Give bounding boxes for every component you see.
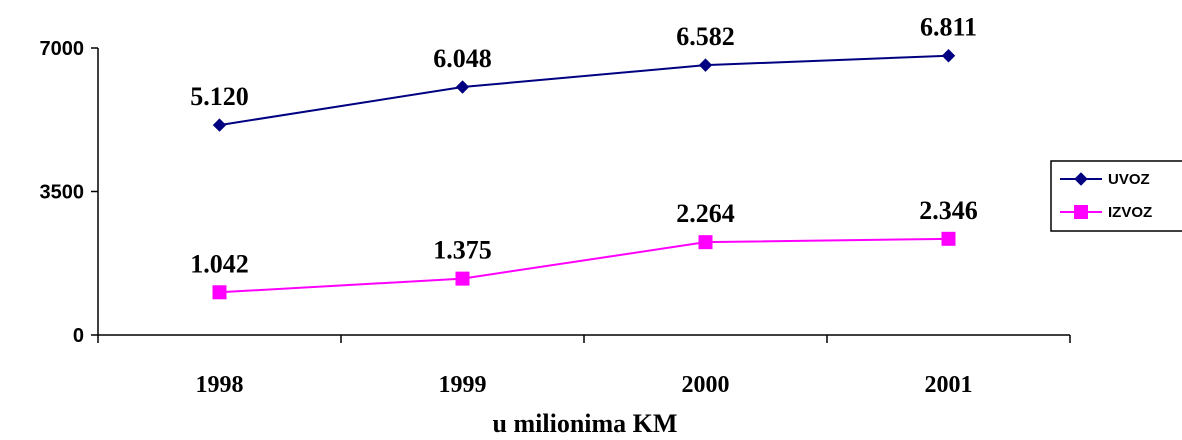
- data-point: [698, 235, 713, 250]
- x-tick-label: 2001: [925, 372, 973, 398]
- data-label: 6.811: [920, 13, 977, 42]
- series-line: [219, 54, 949, 127]
- data-point: [941, 49, 956, 63]
- y-tick-label: 3500: [40, 182, 85, 204]
- data-point: [1074, 205, 1088, 219]
- series-group: 5.120 6.048 6.582 6.811 1.042 1.375 2.264 2.346: [190, 13, 978, 300]
- legend: UVOZ IZVOZ: [1050, 160, 1182, 232]
- data-label: 6.582: [676, 22, 735, 51]
- data-label: 2.346: [919, 196, 978, 225]
- data-label: 5.120: [190, 82, 249, 111]
- y-tick-label: 0: [73, 325, 84, 347]
- data-point: [212, 285, 227, 300]
- x-axis-title: u milionima KM: [493, 409, 678, 438]
- legend-entry: IZVOZ: [1060, 204, 1152, 221]
- series-izvoz: 1.042 1.375 2.264 2.346: [190, 196, 978, 300]
- legend-box: [1050, 160, 1182, 232]
- data-label: 6.048: [433, 44, 492, 73]
- data-point: [1074, 172, 1088, 186]
- axes: 0 3500 7000 1998 1999 2000 2001: [40, 38, 1071, 398]
- x-tick-label: 1998: [196, 372, 244, 398]
- series-uvoz: 5.120 6.048 6.582 6.811: [190, 13, 977, 132]
- data-point: [455, 80, 470, 94]
- data-label: 2.264: [676, 199, 735, 228]
- y-tick-label: 7000: [40, 38, 85, 60]
- data-point: [698, 58, 713, 72]
- legend-label: IZVOZ: [1108, 204, 1152, 221]
- data-point: [455, 271, 470, 286]
- legend-entry: UVOZ: [1060, 171, 1150, 188]
- data-point: [941, 231, 956, 246]
- data-point: [212, 118, 227, 132]
- x-tick-label: 2000: [682, 372, 730, 398]
- data-label: 1.042: [190, 249, 249, 278]
- legend-label: UVOZ: [1108, 171, 1150, 188]
- x-tick-label: 1999: [439, 372, 487, 398]
- series-line: [219, 237, 949, 294]
- data-label: 1.375: [433, 236, 492, 265]
